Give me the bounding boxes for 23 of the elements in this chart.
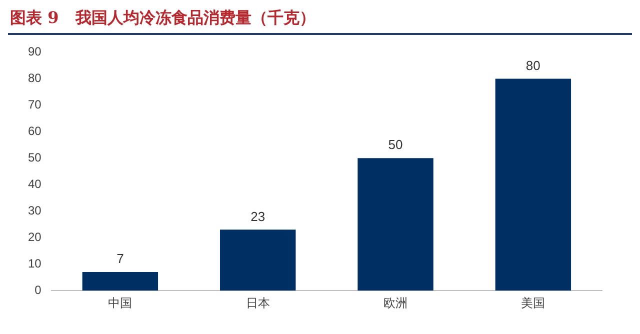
- y-tick-label: 70: [28, 97, 42, 112]
- x-tick-label: 中国: [108, 296, 132, 310]
- y-tick-label: 20: [28, 230, 42, 244]
- bar: [220, 230, 296, 291]
- data-label: 7: [116, 251, 124, 266]
- bar: [358, 158, 434, 291]
- y-tick-label: 0: [34, 282, 42, 297]
- y-tick-label: 60: [28, 124, 42, 138]
- x-tick-label: 欧洲: [384, 296, 408, 310]
- data-label: 80: [526, 58, 540, 73]
- y-tick-label: 30: [28, 203, 42, 218]
- y-tick-label: 40: [28, 176, 42, 191]
- x-tick-label: 美国: [521, 296, 546, 310]
- data-label: 50: [388, 137, 403, 152]
- chart-title: 图表 9 我国人均冷冻食品消费量（千克）: [9, 8, 316, 29]
- bar: [495, 78, 572, 291]
- data-label: 23: [250, 208, 266, 224]
- y-tick-label: 80: [28, 71, 42, 85]
- x-tick-label: 日本: [246, 296, 270, 310]
- y-tick-label: 10: [28, 256, 42, 270]
- y-tick-label: 90: [28, 44, 42, 59]
- y-tick-label: 50: [28, 150, 42, 164]
- bar: [82, 272, 158, 291]
